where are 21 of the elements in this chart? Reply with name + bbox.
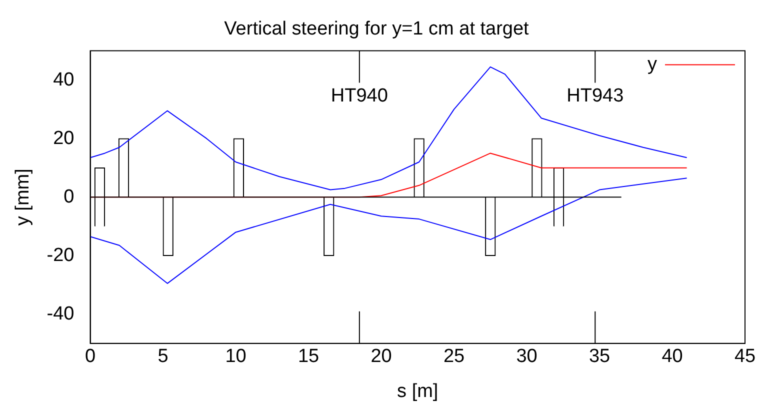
- x-tick-label: 5: [158, 346, 168, 368]
- y-axis-title: y [mm]: [12, 168, 34, 226]
- chart-title: Vertical steering for y=1 cm at target: [224, 18, 530, 40]
- y-tick-label: 40: [53, 69, 74, 90]
- x-tick-label: 10: [225, 346, 246, 368]
- x-tick-label: 35: [588, 346, 610, 368]
- ref-line-label: HT940: [330, 86, 388, 107]
- x-tick-label: 40: [662, 346, 683, 368]
- x-axis-title: s [m]: [397, 380, 438, 402]
- x-tick-label: 20: [370, 346, 392, 368]
- x-tick-label: 25: [443, 346, 465, 368]
- x-tick-label: 0: [84, 346, 96, 368]
- y-tick-label: 20: [53, 128, 74, 149]
- x-tick-label: 45: [734, 346, 756, 368]
- x-tick-label: 15: [298, 346, 320, 368]
- y-tick-label: 0: [64, 186, 74, 208]
- y-tick-label: -20: [46, 244, 74, 266]
- ref-line-label: HT943: [566, 86, 624, 107]
- legend-label: y: [648, 54, 658, 76]
- y-tick-label: -40: [46, 303, 74, 324]
- x-tick-label: 30: [516, 346, 538, 368]
